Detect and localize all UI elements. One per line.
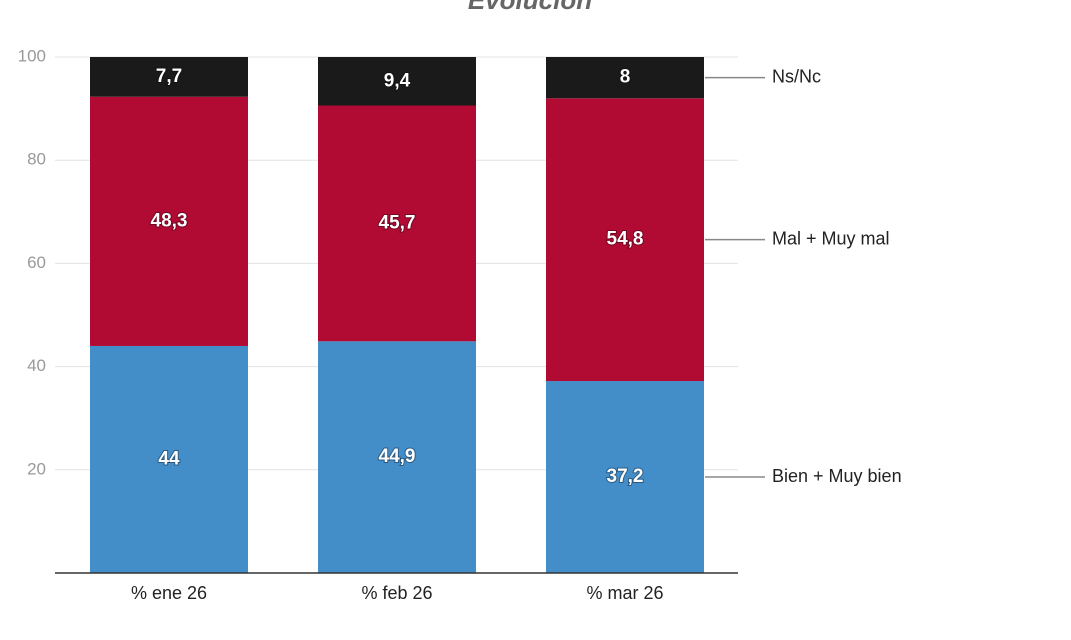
bar-segment bbox=[546, 381, 704, 573]
bar-segment bbox=[318, 105, 476, 342]
y-tick-label: 80 bbox=[27, 150, 46, 169]
bar-segment bbox=[90, 96, 248, 346]
bar-segment bbox=[318, 341, 476, 573]
y-tick-label: 100 bbox=[18, 46, 46, 65]
data-label: 44,9 bbox=[379, 446, 416, 467]
data-label: 48,3 bbox=[151, 210, 188, 231]
y-tick-label: 60 bbox=[27, 253, 46, 272]
data-label: 44 bbox=[158, 448, 180, 469]
data-label: 9,4 bbox=[384, 70, 411, 91]
data-label: 37,2 bbox=[607, 466, 644, 487]
bar-segment bbox=[90, 345, 248, 573]
y-tick-label: 20 bbox=[27, 459, 46, 478]
bar-segment bbox=[318, 57, 476, 106]
data-label: 7,7 bbox=[156, 66, 182, 87]
bar-segment bbox=[90, 57, 248, 97]
data-label: 8 bbox=[620, 67, 631, 88]
x-tick-label: % ene 26 bbox=[131, 583, 207, 603]
legend-label: Ns/Nc bbox=[772, 66, 821, 86]
legend-label: Bien + Muy bien bbox=[772, 466, 902, 486]
x-tick-label: % mar 26 bbox=[586, 583, 663, 603]
data-label: 45,7 bbox=[379, 212, 416, 233]
x-tick-label: % feb 26 bbox=[361, 583, 432, 603]
legend-label: Mal + Muy mal bbox=[772, 228, 890, 248]
data-label: 54,8 bbox=[607, 229, 644, 250]
y-tick-label: 40 bbox=[27, 356, 46, 375]
bar-segment bbox=[546, 57, 704, 99]
chart-title: Evolución bbox=[468, 0, 592, 15]
bar-segment bbox=[546, 98, 704, 382]
